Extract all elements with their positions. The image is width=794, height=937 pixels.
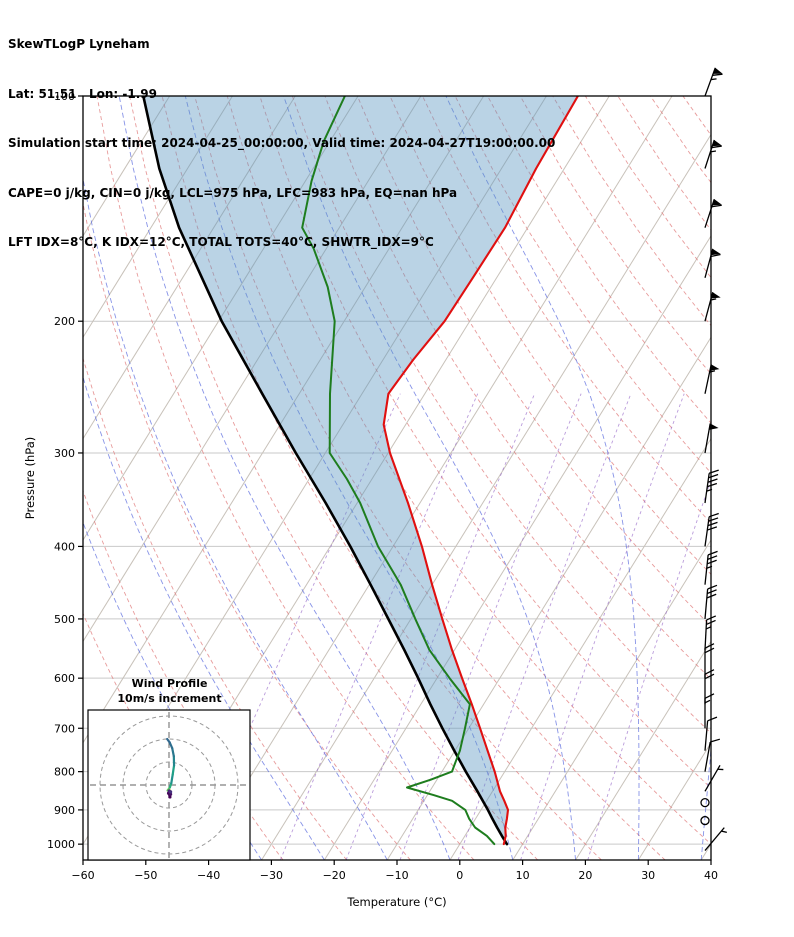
dry-adiabat-lines: [83, 96, 711, 860]
svg-text:700: 700: [54, 722, 75, 735]
parcel-line: [142, 96, 509, 846]
wind-barb: [704, 469, 719, 504]
svg-text:500: 500: [54, 613, 75, 626]
hodograph-border: [87, 709, 251, 861]
hodograph-segment: [170, 773, 174, 785]
svg-text:−40: −40: [197, 869, 220, 882]
svg-text:1000: 1000: [47, 838, 75, 851]
wind-barb: [704, 584, 718, 619]
wind-barb: [704, 764, 724, 792]
temperature-line: [382, 96, 579, 846]
svg-text:200: 200: [54, 315, 75, 328]
svg-text:−30: −30: [260, 869, 283, 882]
hodograph-title: Wind Profile 10m/s increment: [89, 677, 250, 706]
svg-text:100: 100: [54, 90, 75, 103]
y-axis-ticks: 100 200 300 400 500 600 700 800 900 1000: [47, 90, 83, 851]
svg-text:−60: −60: [71, 869, 94, 882]
dewpoint-line: [301, 96, 496, 846]
hodograph-segment: [171, 764, 176, 776]
hodograph-ring: [145, 761, 193, 809]
calm-wind-circle: [700, 797, 710, 808]
wind-barb: [704, 827, 727, 852]
hodograph-point: [168, 795, 172, 799]
svg-text:300: 300: [54, 447, 75, 460]
indices-line-1: CAPE=0 j/kg, CIN=0 j/kg, LCL=975 hPa, LF…: [8, 185, 458, 200]
hodograph-title-line-1: Wind Profile: [131, 677, 208, 690]
wind-barb: [704, 669, 715, 705]
hodograph-segment: [171, 747, 175, 758]
hodograph-ring: [99, 715, 239, 855]
svg-text:40: 40: [704, 869, 718, 882]
chart-title: SkewTLogP Lyneham: [8, 37, 150, 51]
wind-barb: [704, 67, 723, 97]
wind-barb: [704, 693, 715, 729]
hodograph-point: [169, 790, 173, 794]
svg-text:−10: −10: [385, 869, 408, 882]
svg-text:800: 800: [54, 766, 75, 779]
svg-text:400: 400: [54, 540, 75, 553]
header-block: SkewTLogP Lyneham Lat: 51.51 Lon: -1.99 …: [8, 3, 555, 284]
svg-text:600: 600: [54, 672, 75, 685]
svg-text:−20: −20: [323, 869, 346, 882]
hodograph-title-line-2: 10m/s increment: [117, 691, 222, 705]
svg-text:900: 900: [54, 804, 75, 817]
time-line: Simulation start time: 2024-04-25_00:00:…: [8, 136, 556, 150]
hodograph-point: [169, 792, 173, 796]
wind-barb: [704, 292, 721, 322]
y-axis-label: Pressure (hPa): [23, 436, 37, 520]
hodograph-ring: [122, 738, 216, 832]
svg-text:0: 0: [456, 869, 463, 882]
hodograph-inset: [87, 709, 251, 861]
svg-text:20: 20: [578, 869, 592, 882]
wind-barb: [704, 423, 719, 454]
wind-barb: [704, 364, 720, 394]
x-axis-ticks: −60 −50 −40 −30 −20 −10 0 10 20 30 40: [71, 860, 718, 882]
wind-barb: [704, 643, 715, 679]
calm-wind-circle: [700, 815, 710, 826]
wind-barb: [704, 512, 719, 547]
x-axis-label: Temperature (°C): [347, 895, 447, 909]
wind-barb: [704, 248, 721, 278]
indices-line-2: LFT IDX=8°C, K IDX=12°C, TOTAL TOTS=40°C…: [8, 235, 434, 249]
wind-barb: [704, 139, 722, 169]
svg-text:10: 10: [516, 869, 530, 882]
svg-text:30: 30: [641, 869, 655, 882]
wind-barbs: [700, 67, 727, 852]
hodograph-segment: [166, 737, 171, 744]
svg-text:−50: −50: [134, 869, 157, 882]
mixing-ratio-lines: [191, 393, 711, 860]
profile-lines: [142, 96, 579, 846]
wind-barb: [704, 716, 718, 751]
wind-barb: [704, 198, 722, 228]
location-line: Lat: 51.51 Lon: -1.99: [8, 86, 157, 101]
wind-barb: [704, 550, 718, 585]
wind-barb: [704, 738, 721, 772]
wind-barb: [704, 615, 717, 650]
